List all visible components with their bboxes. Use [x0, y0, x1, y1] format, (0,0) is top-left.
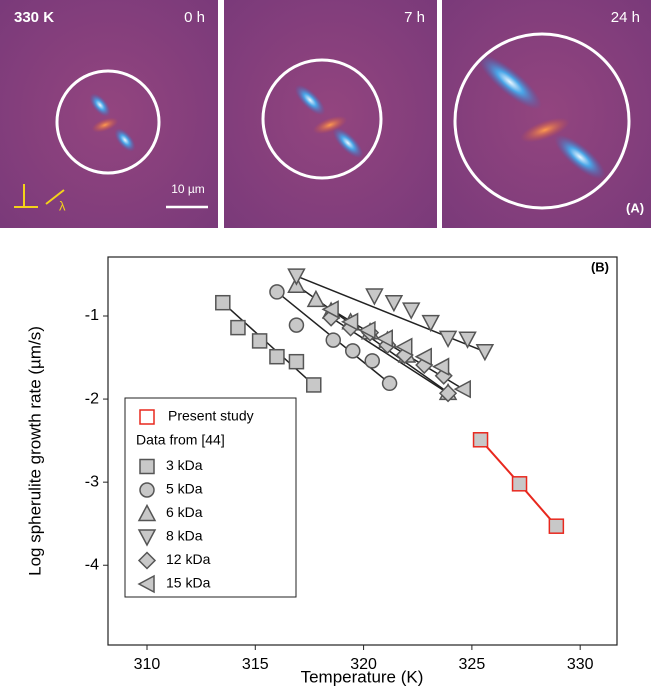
data-point [366, 289, 382, 304]
legend-label: 3 kDa [166, 457, 203, 473]
data-point [288, 269, 304, 284]
y-tick-label: -3 [85, 473, 99, 490]
x-tick-label: 315 [242, 656, 269, 673]
x-tick-label: 325 [459, 656, 486, 673]
data-point [270, 350, 284, 364]
data-point [460, 332, 476, 347]
figure: 330 K 0 h 7 h 24 h λ 10 µm (A) (B) Tempe… [0, 0, 651, 690]
y-tick-label: -1 [85, 307, 99, 324]
scale-bar-label: 10 µm [171, 182, 205, 196]
data-point [455, 381, 470, 397]
data-point [289, 355, 303, 369]
legend-marker [140, 410, 154, 424]
temperature-label: 330 K [14, 9, 54, 26]
legend-label: 6 kDa [166, 504, 203, 520]
data-point [270, 285, 284, 299]
polarizer-label: λ [59, 198, 66, 213]
time-label: 24 h [611, 9, 640, 26]
legend-label: 15 kDa [166, 575, 211, 591]
data-point [403, 303, 419, 318]
data-point [383, 376, 397, 390]
data-point [216, 296, 230, 310]
legend-label: Present study [168, 408, 254, 424]
x-tick-label: 320 [350, 656, 377, 673]
data-point [474, 433, 488, 447]
legend-marker [140, 483, 154, 497]
data-point [386, 296, 402, 311]
time-label: 7 h [404, 9, 425, 26]
y-tick-label: -2 [85, 390, 99, 407]
legend [125, 398, 296, 597]
x-tick-label: 330 [567, 656, 594, 673]
data-point [365, 354, 379, 368]
data-point [253, 334, 267, 348]
time-label: 0 h [184, 9, 205, 26]
micrograph [224, 0, 437, 228]
legend-marker [140, 460, 154, 474]
legend-label: 12 kDa [166, 551, 211, 567]
data-point [477, 345, 493, 360]
micrograph [442, 0, 651, 228]
data-point [307, 378, 321, 392]
data-point [513, 477, 527, 491]
y-tick-label: -4 [85, 556, 99, 573]
legend-title: Data from [44] [136, 432, 225, 448]
data-point [231, 321, 245, 335]
panel-label: (B) [591, 259, 609, 274]
legend-label: 8 kDa [166, 528, 203, 544]
x-tick-label: 310 [134, 656, 161, 673]
data-point [549, 519, 563, 533]
data-point [289, 318, 303, 332]
legend-label: 5 kDa [166, 481, 203, 497]
data-point [308, 291, 324, 306]
data-point [326, 333, 340, 347]
panel-label: (A) [626, 200, 644, 215]
y-axis-label: Log spherulite growth rate (µm/s) [25, 326, 44, 576]
fit-line [223, 303, 314, 385]
data-point [346, 344, 360, 358]
